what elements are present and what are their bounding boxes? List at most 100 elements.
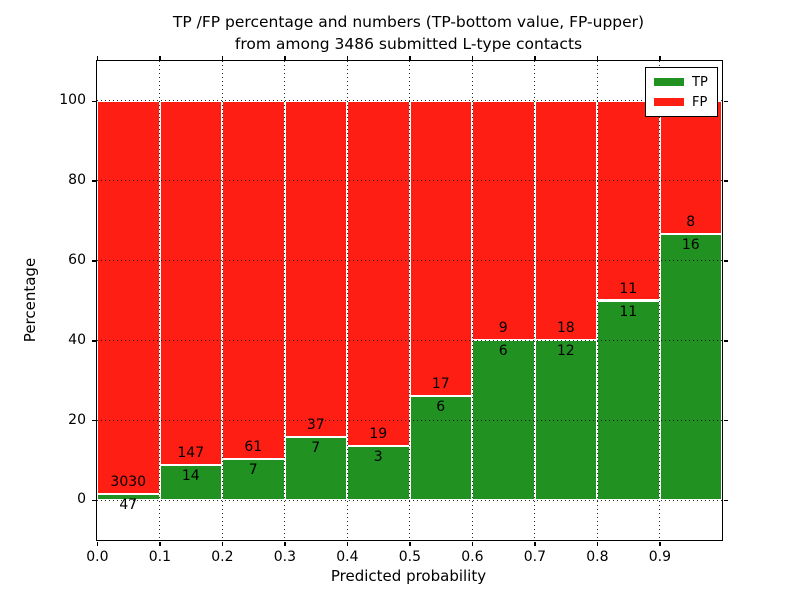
bar-fp-segment: [472, 100, 535, 341]
y-tick-left: [92, 499, 96, 502]
gridline-vertical: [159, 61, 160, 540]
fp-count-label: 19: [369, 425, 388, 442]
gridline-vertical: [659, 61, 660, 540]
x-tick-label: 0.5: [398, 549, 422, 565]
tp-count-label: 12: [556, 343, 575, 360]
fp-count-label: 17: [431, 375, 450, 392]
gridline-vertical: [409, 61, 410, 540]
bar-fp-segment: [534, 100, 597, 341]
bar-fp-segment: [409, 100, 472, 396]
legend: TP FP: [645, 67, 718, 117]
y-tick-right: [723, 100, 728, 102]
gridline-horizontal: [97, 499, 722, 501]
y-axis-label: Percentage: [21, 257, 39, 343]
x-tick-top: [471, 56, 474, 60]
tp-count-label: 16: [681, 236, 700, 253]
x-tick-top: [409, 56, 411, 60]
gridline-vertical: [284, 61, 285, 540]
x-tick-top: [596, 56, 599, 60]
fp-count-label: 3030: [110, 473, 147, 490]
fp-count-label: 11: [619, 280, 638, 297]
y-tick-label: 100: [59, 92, 86, 109]
x-tick-label: 0.3: [273, 549, 297, 565]
fp-count-label: 37: [306, 416, 325, 433]
gridline-vertical: [534, 61, 535, 540]
x-tick-top: [284, 56, 286, 60]
y-tick-label: 20: [68, 411, 86, 428]
tp-count-label: 7: [248, 461, 258, 478]
bars-layer: [97, 61, 722, 540]
x-tick-label: 0.6: [461, 549, 484, 565]
legend-entry-tp: TP: [646, 72, 717, 92]
y-tick-label: 60: [68, 251, 86, 268]
bar-tp-segment: [284, 436, 347, 501]
x-tick-label: 0.2: [211, 549, 234, 565]
gridline-vertical: [221, 61, 223, 540]
bar-tp-segment: [659, 233, 722, 501]
x-tick-top: [159, 56, 161, 60]
y-tick-right: [723, 260, 728, 262]
y-tick-left: [92, 100, 96, 102]
grid-layer: [97, 61, 722, 540]
fp-legend-label: FP: [692, 94, 708, 110]
bar-fp-segment: [284, 100, 347, 437]
bar-fp-segment: [659, 100, 722, 234]
y-tick-right: [723, 180, 728, 182]
tp-count-label: 3: [373, 448, 383, 465]
x-tick-top: [346, 56, 349, 60]
chart-title-line1: TP /FP percentage and numbers (TP-bottom…: [172, 13, 645, 31]
chart-title-line2: from among 3486 submitted L-type contact…: [234, 35, 583, 53]
x-tick-top: [534, 56, 536, 60]
x-tick-bottom: [409, 541, 411, 546]
tp-count-label: 47: [119, 496, 138, 513]
x-tick-bottom: [221, 541, 224, 546]
gridline-vertical: [471, 61, 473, 540]
gridline-vertical: [346, 61, 348, 540]
tp-count-label: 6: [436, 398, 446, 415]
gridline-horizontal: [97, 100, 722, 102]
x-tick-bottom: [284, 541, 286, 546]
x-tick-label: 0.0: [86, 549, 109, 565]
x-tick-bottom: [596, 541, 599, 546]
y-tick-right: [723, 499, 728, 502]
x-tick-label: 0.8: [586, 549, 609, 565]
fp-legend-swatch: [654, 98, 684, 106]
y-tick-left: [92, 180, 96, 182]
x-tick-top: [96, 56, 99, 60]
x-tick-label: 0.7: [523, 549, 547, 565]
fp-count-label: 61: [244, 438, 263, 455]
fp-count-label: 18: [556, 320, 575, 337]
y-tick-left: [92, 260, 96, 262]
legend-entry-fp: FP: [646, 92, 717, 112]
tp-legend-label: TP: [692, 74, 708, 90]
tp-count-label: 6: [498, 343, 508, 360]
fp-count-label: 8: [686, 213, 696, 230]
x-tick-bottom: [471, 541, 474, 546]
tp-legend-swatch: [654, 78, 684, 86]
y-tick-label: 0: [77, 491, 86, 508]
y-tick-left: [92, 340, 96, 342]
x-tick-bottom: [346, 541, 349, 546]
chart-title: TP /FP percentage and numbers (TP-bottom…: [96, 11, 721, 55]
y-tick-label: 80: [68, 172, 86, 189]
x-tick-bottom: [96, 541, 99, 546]
y-tick-right: [723, 340, 728, 342]
y-tick-right: [723, 419, 728, 422]
bar-labels-layer: 3030 47 147 14 61 7 37 7 19 3 17 6 9 6 18 12 11 11 8 16: [97, 61, 722, 540]
fp-count-label: 147: [177, 445, 205, 462]
y-tick-left: [92, 419, 96, 422]
x-axis-label: Predicted probability: [330, 567, 487, 585]
gridline-horizontal: [97, 419, 722, 421]
bar-tp-segment: [347, 445, 410, 501]
x-tick-label: 0.1: [148, 549, 172, 565]
x-tick-label: 0.9: [648, 549, 672, 565]
x-tick-bottom: [534, 541, 536, 546]
bar-fp-segment: [347, 100, 410, 446]
tp-count-label: 7: [311, 439, 321, 456]
gridline-horizontal: [97, 260, 722, 262]
x-tick-bottom: [659, 541, 661, 546]
tp-count-label: 14: [181, 468, 200, 485]
x-tick-top: [221, 56, 224, 60]
tp-count-label: 11: [619, 303, 638, 320]
